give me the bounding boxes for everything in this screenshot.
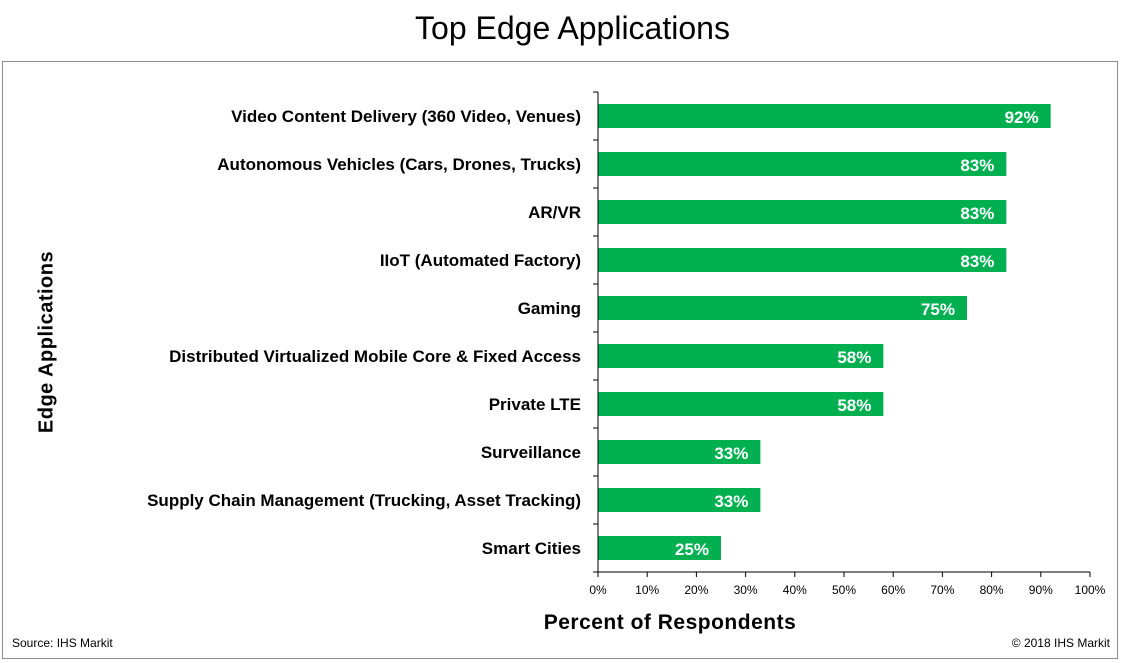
data-label: 25% bbox=[675, 540, 709, 559]
category-labels: Video Content Delivery (360 Video, Venue… bbox=[147, 107, 581, 558]
chart-title: Top Edge Applications bbox=[415, 10, 730, 46]
bar bbox=[598, 536, 721, 560]
bar bbox=[598, 440, 761, 464]
y-axis-label: Edge Applications bbox=[35, 250, 58, 434]
x-tick-label: 90% bbox=[1029, 583, 1053, 597]
category-label: Video Content Delivery (360 Video, Venue… bbox=[231, 107, 581, 126]
category-label: AR/VR bbox=[528, 203, 581, 222]
category-label: Supply Chain Management (Trucking, Asset… bbox=[147, 491, 581, 510]
x-tick-label: 100% bbox=[1075, 583, 1106, 597]
x-tick-label: 50% bbox=[832, 583, 856, 597]
data-label: 33% bbox=[714, 444, 748, 463]
x-axis-label: Percent of Respondents bbox=[543, 611, 797, 634]
x-tick-labels: 0% 10% 20% 30% 40% 50% 60% 70% 80% 90% 100% bbox=[589, 583, 1105, 597]
category-label: Private LTE bbox=[489, 395, 581, 414]
x-tick-label: 70% bbox=[930, 583, 954, 597]
bar bbox=[598, 392, 884, 416]
x-tick-label: 60% bbox=[881, 583, 905, 597]
data-label: 33% bbox=[714, 492, 748, 511]
category-label: Distributed Virtualized Mobile Core & Fi… bbox=[169, 347, 581, 366]
category-label: Smart Cities bbox=[482, 539, 581, 558]
data-label: 83% bbox=[960, 156, 994, 175]
category-label: Gaming bbox=[518, 299, 581, 318]
bar bbox=[598, 152, 1007, 176]
bar bbox=[598, 200, 1007, 224]
axes bbox=[593, 91, 1091, 577]
x-tick-label: 80% bbox=[980, 583, 1004, 597]
bar bbox=[598, 104, 1051, 128]
x-tick-label: 20% bbox=[684, 583, 708, 597]
category-label: Surveillance bbox=[481, 443, 581, 462]
data-labels: 92% 83% 83% 83% 75% 58% 58% 33% 33% 25% bbox=[675, 108, 1039, 559]
copyright-note: © 2018 IHS Markit bbox=[1011, 636, 1110, 650]
data-label: 75% bbox=[921, 300, 955, 319]
data-label: 83% bbox=[960, 204, 994, 223]
data-label: 58% bbox=[837, 348, 871, 367]
chart-frame bbox=[2, 61, 1118, 659]
x-tick-label: 30% bbox=[734, 583, 758, 597]
source-note: Source: IHS Markit bbox=[12, 636, 113, 650]
x-tick-label: 10% bbox=[635, 583, 659, 597]
bar bbox=[598, 248, 1007, 272]
bar bbox=[598, 344, 884, 368]
category-label: IIoT (Automated Factory) bbox=[380, 251, 581, 270]
x-tick-label: 0% bbox=[589, 583, 607, 597]
bar bbox=[598, 296, 967, 320]
x-tick-label: 40% bbox=[783, 583, 807, 597]
data-label: 92% bbox=[1005, 108, 1039, 127]
data-label: 83% bbox=[960, 252, 994, 271]
category-label: Autonomous Vehicles (Cars, Drones, Truck… bbox=[217, 155, 581, 174]
data-label: 58% bbox=[837, 396, 871, 415]
bar bbox=[598, 488, 761, 512]
bars bbox=[598, 104, 1051, 560]
